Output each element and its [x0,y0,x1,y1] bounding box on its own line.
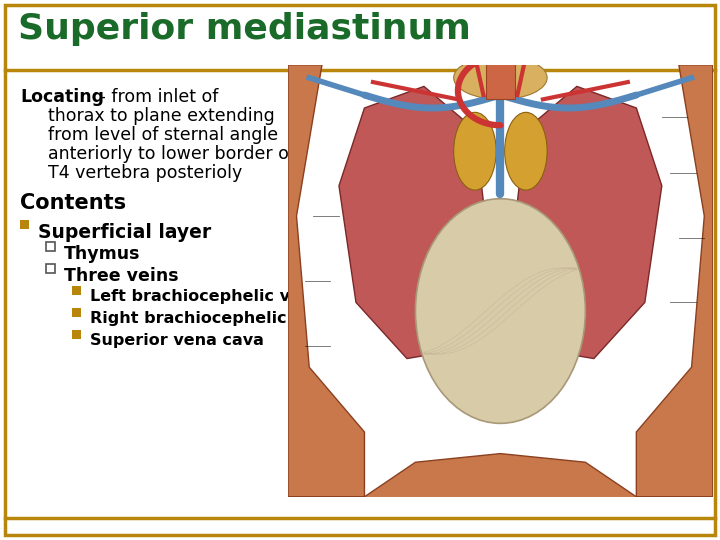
Polygon shape [636,65,713,497]
Text: Superficial layer: Superficial layer [38,223,211,242]
Bar [485,56,516,99]
Text: thorax to plane extending: thorax to plane extending [48,107,275,125]
Polygon shape [339,86,487,359]
Text: Three veins: Three veins [64,267,179,285]
Text: Thymus: Thymus [64,245,140,263]
Text: T4 vertebra posterioly: T4 vertebra posterioly [48,164,242,182]
Polygon shape [288,65,364,497]
Ellipse shape [415,199,585,423]
Bar [46,242,55,251]
Text: - from inlet of: - from inlet of [94,88,218,106]
Text: Contents: Contents [20,193,126,213]
Text: Superior mediastinum: Superior mediastinum [18,12,471,46]
Bar [20,220,29,229]
Text: from level of sternal angle: from level of sternal angle [48,126,278,144]
Bar [72,286,81,295]
Text: Superior vena cava: Superior vena cava [90,333,264,348]
Polygon shape [288,454,713,518]
Ellipse shape [505,112,547,190]
Polygon shape [513,86,662,359]
Bar [46,264,55,273]
Bar [72,330,81,339]
Ellipse shape [454,56,547,99]
Text: Right brachiocephelic v.: Right brachiocephelic v. [90,311,307,326]
Text: Locating: Locating [20,88,104,106]
Text: Left brachiocephelic v.: Left brachiocephelic v. [90,289,295,304]
Text: anteriorly to lower border of: anteriorly to lower border of [48,145,295,163]
Ellipse shape [454,112,496,190]
Bar [72,308,81,317]
